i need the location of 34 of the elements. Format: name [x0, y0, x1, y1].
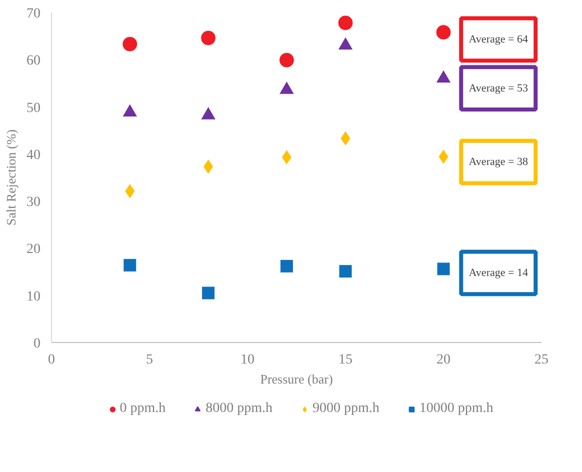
y-tick-label: 40: [26, 148, 40, 163]
point: [123, 258, 137, 272]
point: [436, 24, 452, 40]
x-tick-label: 15: [338, 352, 352, 368]
y-tick-label: 0: [34, 336, 40, 352]
y-tick-label: 70: [26, 6, 40, 22]
x-tick-label: 5: [146, 352, 153, 368]
point: [200, 30, 216, 46]
legend-label: 9000 ppm.h: [312, 401, 380, 417]
y-tick-label: 10: [26, 289, 40, 304]
point: [122, 36, 138, 52]
annotation: Average = 14: [468, 266, 528, 279]
y-tick-label: 60: [26, 54, 40, 69]
x-tick-label: 20: [436, 352, 450, 368]
x-tick-label: 0: [48, 352, 55, 368]
y-axis-title: Salt Rejection (%): [4, 129, 18, 226]
x-tick-label: 10: [240, 352, 254, 368]
point: [338, 15, 354, 31]
annotation: Average = 38: [468, 156, 528, 168]
x-tick-label: 25: [534, 352, 548, 368]
annotation: Average = 53: [468, 82, 528, 94]
x-axis-title: Pressure (bar): [260, 372, 333, 386]
point: [202, 286, 216, 300]
y-tick-label: 50: [26, 100, 40, 116]
annotation: Average = 64: [468, 33, 528, 46]
point: [280, 259, 294, 273]
point: [278, 52, 294, 68]
point: [436, 262, 450, 276]
y-tick-label: 30: [26, 195, 40, 210]
legend-label: 8000 ppm.h: [206, 401, 272, 417]
y-tick-label: 20: [26, 242, 40, 258]
legend-label: 0 ppm.h: [120, 401, 166, 417]
point: [338, 264, 352, 278]
legend-label: 10000 ppm.h: [419, 401, 494, 417]
